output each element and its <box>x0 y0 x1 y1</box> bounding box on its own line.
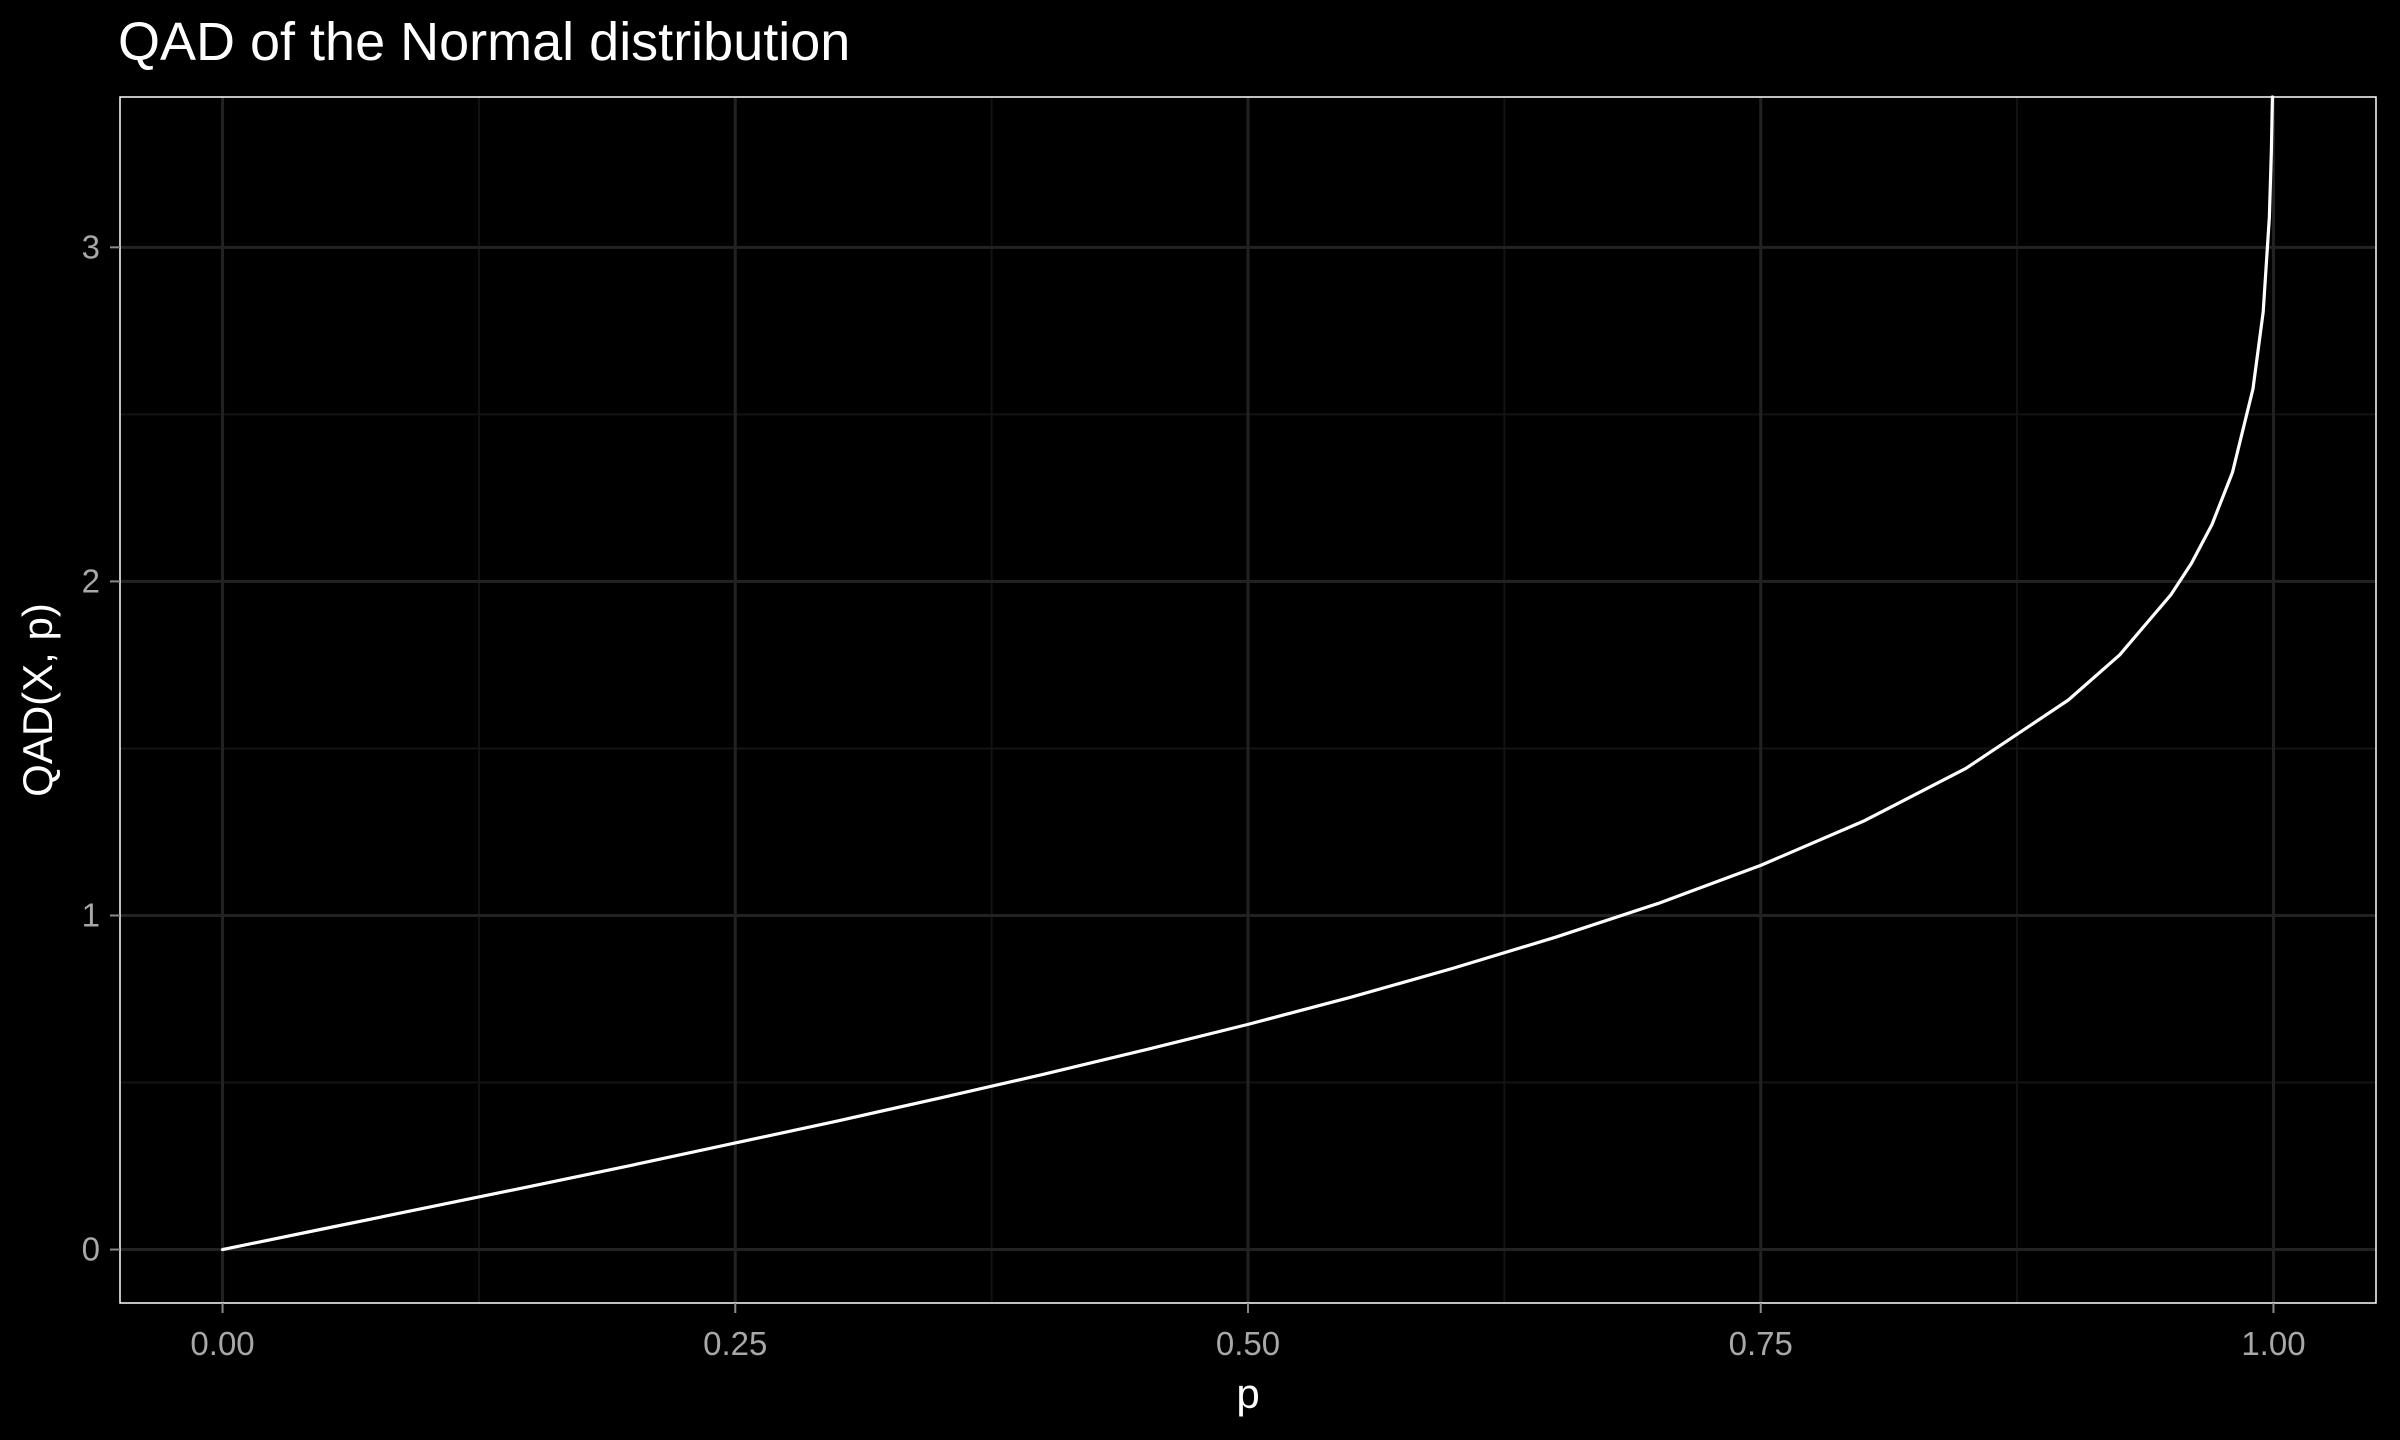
x-axis-title: p <box>1236 1370 1259 1417</box>
y-tick-label: 0 <box>82 1231 100 1268</box>
y-tick-label: 1 <box>82 896 100 933</box>
y-axis-title: QAD(X, p) <box>14 603 61 797</box>
major-gridlines <box>120 97 2376 1303</box>
x-tick-label: 0.25 <box>703 1325 767 1362</box>
x-tick-label: 0.75 <box>1729 1325 1793 1362</box>
y-axis-ticks: 0 1 2 3 <box>82 228 120 1268</box>
y-tick-label: 3 <box>82 228 100 265</box>
y-tick-label: 2 <box>82 562 100 599</box>
chart-title: QAD of the Normal distribution <box>118 12 850 72</box>
x-tick-label: 1.00 <box>2241 1325 2305 1362</box>
series-line-qad <box>220 95 2275 1252</box>
x-tick-label: 0.00 <box>190 1325 254 1362</box>
x-tick-label: 0.50 <box>1216 1325 1280 1362</box>
x-axis-ticks: 0.00 0.25 0.50 0.75 1.00 <box>190 1303 2306 1362</box>
